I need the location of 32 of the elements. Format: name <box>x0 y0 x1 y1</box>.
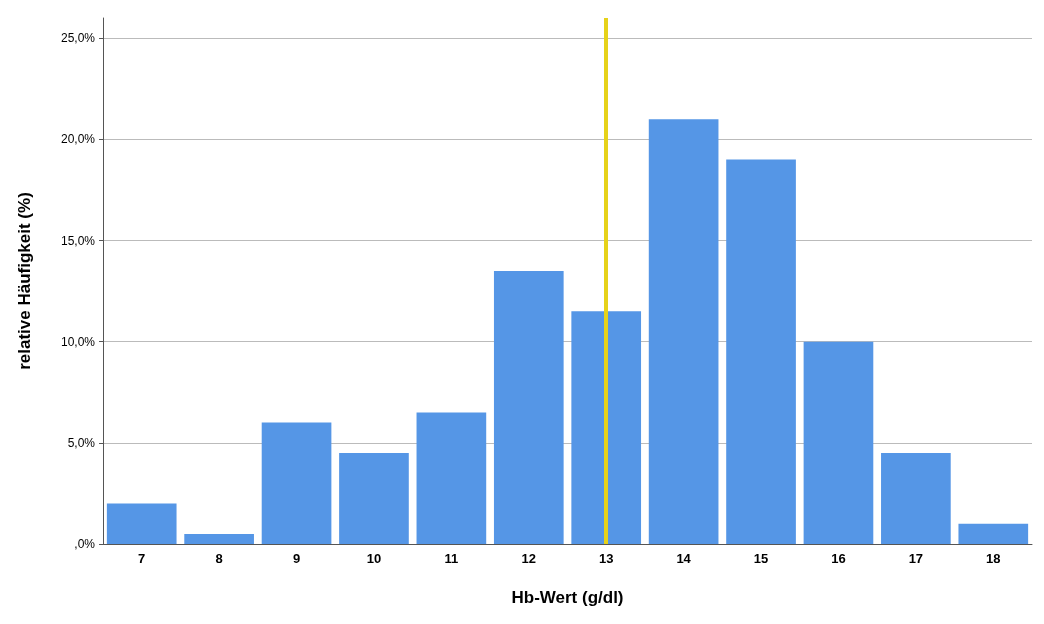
bar <box>648 119 719 544</box>
bar <box>416 412 487 544</box>
y-tick-label: 5,0% <box>67 435 96 450</box>
y-axis-title: relative Häufigkeit (%) <box>15 192 34 370</box>
x-tick-label: 17 <box>908 551 924 566</box>
x-tick-label: 14 <box>676 551 692 566</box>
x-tick-label: 12 <box>521 551 537 566</box>
bar <box>803 341 874 544</box>
y-tick-label: 10,0% <box>60 334 96 349</box>
y-tick-label: 20,0% <box>60 132 96 147</box>
y-tick-label: 25,0% <box>60 31 96 46</box>
x-tick-label: 16 <box>831 551 846 566</box>
x-tick-label: 18 <box>986 551 1001 566</box>
x-tick-label: 13 <box>598 551 614 566</box>
x-tick-label: 8 <box>215 551 223 566</box>
y-tick-label: 15,0% <box>60 233 96 248</box>
bar <box>881 452 951 544</box>
bar <box>106 503 177 544</box>
bar <box>726 159 796 544</box>
x-tick-label: 11 <box>444 551 459 566</box>
x-tick-label: 15 <box>753 551 769 566</box>
x-tick-label: 10 <box>366 551 382 566</box>
bar <box>571 311 642 544</box>
bar <box>339 452 409 544</box>
bar <box>184 533 254 544</box>
x-tick-label: 7 <box>138 551 146 566</box>
bar <box>261 422 332 544</box>
y-tick-label: ,0% <box>74 537 96 551</box>
x-tick-label: 9 <box>292 551 301 566</box>
x-axis-title: Hb-Wert (g/dl) <box>511 588 624 607</box>
bar <box>958 523 1029 544</box>
bar <box>493 270 564 544</box>
